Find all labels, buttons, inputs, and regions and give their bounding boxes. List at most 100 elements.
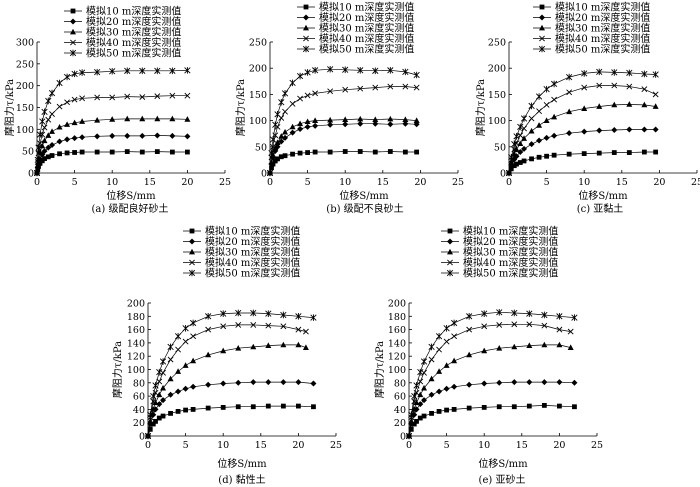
data-point xyxy=(169,149,175,155)
data-point xyxy=(357,66,364,74)
y-tick-label: 160 xyxy=(127,325,145,336)
data-point xyxy=(528,115,535,122)
data-point xyxy=(174,332,182,340)
data-point xyxy=(45,144,52,151)
legend-label: 模拟10 m深度实测值 xyxy=(86,5,181,18)
data-point xyxy=(266,169,274,177)
data-point xyxy=(182,385,189,392)
data-point xyxy=(49,111,55,117)
legend-label: 模拟20 m深度实测值 xyxy=(319,11,414,24)
data-point xyxy=(304,69,311,76)
data-point xyxy=(205,351,212,358)
data-point xyxy=(278,98,285,106)
data-point xyxy=(268,149,275,157)
x-tick-label: 0 xyxy=(406,440,412,451)
legend-label: 模拟30 m深度实测值 xyxy=(319,22,414,35)
legend-label: 模拟20 m深度实测值 xyxy=(205,235,300,248)
data-point xyxy=(451,407,457,412)
data-point xyxy=(653,149,659,155)
data-point xyxy=(109,67,116,75)
data-point xyxy=(282,153,288,159)
legend-label: 模拟30 m深度实测值 xyxy=(463,246,558,259)
data-point xyxy=(408,418,415,424)
y-tick-label: 150 xyxy=(249,90,267,101)
legend-marker xyxy=(446,269,454,277)
data-point xyxy=(526,403,532,409)
x-tick-label: 0 xyxy=(34,177,40,188)
x-axis-label: 位移S/mm xyxy=(339,189,389,202)
data-point xyxy=(183,407,188,413)
data-point xyxy=(342,149,348,154)
data-point xyxy=(160,384,167,391)
y-tick-label: 0 xyxy=(261,169,267,180)
data-point xyxy=(265,379,272,386)
data-point xyxy=(175,408,181,414)
legend-marker xyxy=(303,24,309,31)
legend-marker xyxy=(303,14,309,21)
data-point xyxy=(572,404,577,410)
data-point xyxy=(420,358,428,365)
data-point xyxy=(481,323,488,330)
data-point xyxy=(641,101,648,108)
data-point xyxy=(596,103,603,109)
data-point xyxy=(296,403,301,409)
x-tick-label: 0 xyxy=(506,177,512,188)
data-point xyxy=(154,93,161,100)
data-point xyxy=(551,152,557,158)
data-point xyxy=(372,116,379,122)
data-point xyxy=(511,321,518,328)
data-point xyxy=(541,379,548,386)
legend-label: 模拟40 m深度实测值 xyxy=(205,256,300,269)
data-point xyxy=(278,133,285,139)
x-tick-label: 0 xyxy=(145,440,151,451)
x-axis-label: 位移S/mm xyxy=(478,457,528,470)
data-point xyxy=(429,410,434,416)
data-point xyxy=(402,83,409,90)
data-point xyxy=(521,145,528,152)
data-point xyxy=(297,95,303,102)
x-axis-label: 位移S/mm xyxy=(106,189,156,202)
data-point xyxy=(281,90,289,97)
data-point xyxy=(175,368,182,374)
y-tick-label: 140 xyxy=(388,338,406,349)
data-point xyxy=(544,153,549,159)
data-point xyxy=(205,405,211,411)
y-axis-label: 摩阻力τ/kPa xyxy=(234,79,247,136)
data-point xyxy=(466,326,473,333)
data-point xyxy=(466,351,473,358)
data-point xyxy=(160,397,167,404)
data-point xyxy=(581,84,588,91)
data-point xyxy=(387,66,394,74)
data-point xyxy=(312,90,319,97)
data-point xyxy=(79,95,86,102)
data-point xyxy=(514,161,519,167)
y-axis-label: 摩阻力τ/kPa xyxy=(111,341,124,398)
data-point xyxy=(626,126,633,133)
data-point xyxy=(41,108,48,116)
data-point xyxy=(327,149,333,155)
series-star xyxy=(266,65,420,177)
data-point xyxy=(79,118,86,124)
legend-label: 模拟20 m深度实测值 xyxy=(463,235,558,248)
chart-panel-b: 0 50 100 150 200 250 0 5 10 15 20 25 位移S/mm 摩阻力τ/kPa (… xyxy=(234,1,464,216)
data-point xyxy=(190,407,196,412)
data-point xyxy=(153,418,158,424)
data-point xyxy=(49,128,56,134)
data-point xyxy=(413,117,420,123)
x-tick-label: 15 xyxy=(144,177,156,188)
data-point xyxy=(159,358,167,365)
data-point xyxy=(147,418,154,424)
data-point xyxy=(571,314,578,321)
data-point xyxy=(154,67,161,75)
x-axis-label: 位移S/mm xyxy=(578,189,628,202)
data-point xyxy=(45,154,51,160)
data-point xyxy=(327,121,334,128)
data-point xyxy=(41,124,48,131)
data-point xyxy=(302,344,309,350)
data-point xyxy=(481,380,488,387)
data-point xyxy=(205,381,212,388)
data-point xyxy=(250,404,256,410)
y-tick-label: 20 xyxy=(133,418,145,429)
data-point xyxy=(205,313,212,320)
